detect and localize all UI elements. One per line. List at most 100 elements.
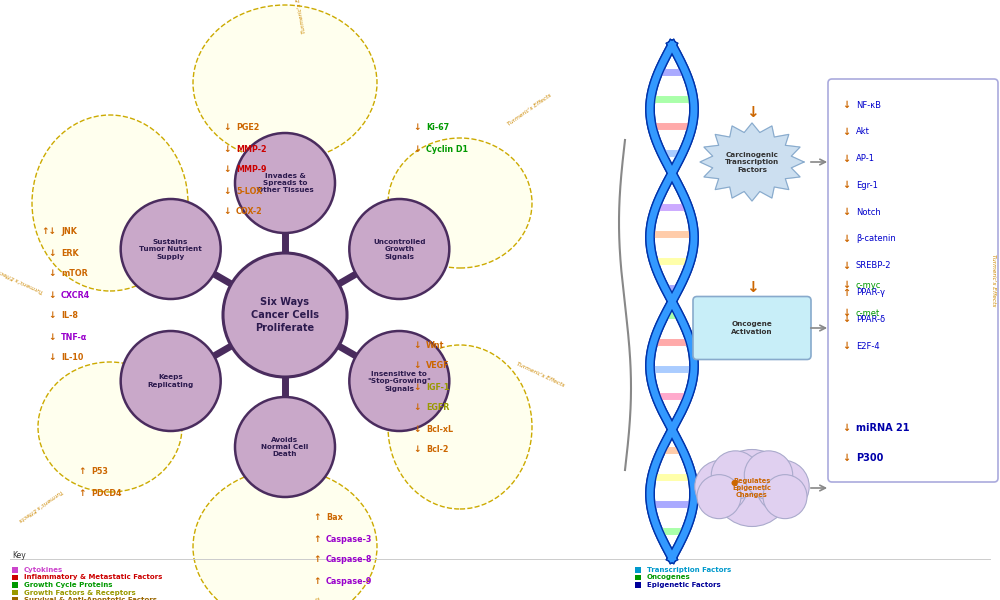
Text: ↓: ↓ — [842, 154, 850, 164]
Text: AP-1: AP-1 — [856, 154, 875, 163]
Text: Turmeric's Effects: Turmeric's Effects — [313, 597, 327, 600]
Text: ↓: ↓ — [414, 445, 421, 455]
Text: Six Ways
Cancer Cells
Proliferate: Six Ways Cancer Cells Proliferate — [251, 297, 319, 333]
Text: ↓: ↓ — [842, 181, 850, 190]
Text: MMP-2: MMP-2 — [236, 145, 267, 154]
Text: Notch: Notch — [856, 208, 881, 217]
Text: Invades &
Spreads to
Other Tissues: Invades & Spreads to Other Tissues — [257, 173, 313, 193]
Circle shape — [349, 199, 449, 299]
Text: EGFR: EGFR — [426, 403, 449, 413]
Text: Avoids
Normal Cell
Death: Avoids Normal Cell Death — [261, 437, 309, 457]
Text: Turmeric's Effects: Turmeric's Effects — [293, 0, 307, 33]
Text: Carcinogenic
Transcription
Factors: Carcinogenic Transcription Factors — [725, 151, 779, 173]
Circle shape — [121, 331, 221, 431]
Circle shape — [744, 451, 793, 499]
Text: c-met: c-met — [856, 308, 880, 317]
Text: TNF-α: TNF-α — [61, 332, 87, 341]
Text: Akt: Akt — [856, 127, 870, 136]
FancyBboxPatch shape — [12, 567, 18, 573]
Ellipse shape — [38, 362, 182, 492]
Text: ↓: ↓ — [48, 248, 56, 257]
Text: ↓: ↓ — [414, 124, 421, 133]
Polygon shape — [700, 123, 804, 201]
Text: Keeps
Replicating: Keeps Replicating — [148, 374, 194, 388]
Ellipse shape — [388, 138, 532, 268]
Text: Turmeric's Effects: Turmeric's Effects — [507, 93, 553, 127]
Text: Inflammatory & Metastatic Factors: Inflammatory & Metastatic Factors — [24, 575, 162, 581]
FancyBboxPatch shape — [12, 575, 18, 580]
Text: Key: Key — [12, 551, 26, 560]
Text: ↓: ↓ — [224, 124, 231, 133]
Text: ↓: ↓ — [224, 208, 231, 217]
Text: ↓: ↓ — [224, 145, 231, 154]
Text: Oncogenes: Oncogenes — [647, 575, 691, 581]
Circle shape — [235, 397, 335, 497]
Text: ↓: ↓ — [842, 308, 850, 318]
Text: Transcription Factors: Transcription Factors — [647, 567, 731, 573]
FancyBboxPatch shape — [635, 582, 641, 588]
Text: IGF-1: IGF-1 — [426, 383, 449, 391]
Text: ↑: ↑ — [78, 488, 86, 497]
Text: ↓: ↓ — [48, 353, 56, 362]
Text: ↓: ↓ — [414, 403, 421, 413]
Ellipse shape — [32, 115, 188, 291]
Text: Growth Factors & Receptors: Growth Factors & Receptors — [24, 589, 136, 595]
Text: ↓: ↓ — [414, 340, 421, 349]
Text: Wnt: Wnt — [426, 340, 444, 349]
Text: COX-2: COX-2 — [236, 208, 263, 217]
Text: ↓: ↓ — [414, 361, 421, 370]
Circle shape — [756, 460, 809, 513]
Text: Caspase-8: Caspase-8 — [326, 556, 372, 565]
Text: PDCD4: PDCD4 — [91, 488, 122, 497]
Text: ↑↓: ↑↓ — [41, 227, 56, 236]
Text: ↑: ↑ — [314, 514, 321, 523]
Text: ERK: ERK — [61, 248, 79, 257]
Text: ↓: ↓ — [48, 269, 56, 278]
Circle shape — [697, 475, 741, 518]
Text: ↓: ↓ — [842, 341, 850, 351]
Text: P300: P300 — [856, 453, 883, 463]
Circle shape — [349, 331, 449, 431]
FancyBboxPatch shape — [12, 597, 18, 600]
Text: MMP-9: MMP-9 — [236, 166, 266, 175]
Text: Cyclin D1: Cyclin D1 — [426, 145, 468, 154]
Text: ↓: ↓ — [48, 332, 56, 341]
Text: ↑: ↑ — [314, 577, 321, 586]
Text: Turmeric's Effects: Turmeric's Effects — [0, 266, 45, 293]
Text: ●: ● — [730, 479, 738, 487]
Text: P53: P53 — [91, 467, 108, 476]
FancyBboxPatch shape — [635, 575, 641, 580]
Text: SREBP-2: SREBP-2 — [856, 262, 892, 270]
Text: ↓: ↓ — [842, 261, 850, 271]
Text: Caspase-9: Caspase-9 — [326, 577, 372, 586]
Text: Insensitive to
"Stop-Growing"
Signals: Insensitive to "Stop-Growing" Signals — [367, 370, 431, 391]
Text: Regulates
Epigenetic
Changes: Regulates Epigenetic Changes — [733, 478, 771, 499]
Text: ↓: ↓ — [414, 383, 421, 391]
Text: ↓: ↓ — [48, 290, 56, 299]
Text: CXCR4: CXCR4 — [61, 290, 90, 299]
Text: ↓: ↓ — [414, 145, 421, 154]
Text: PPAR-γ: PPAR-γ — [856, 288, 885, 297]
Text: c-myc: c-myc — [856, 280, 881, 289]
Text: ↓: ↓ — [842, 280, 850, 290]
Text: JNK: JNK — [61, 227, 77, 236]
Text: VEGF: VEGF — [426, 361, 450, 370]
Text: Survival & Anti-Apoptotic Factors: Survival & Anti-Apoptotic Factors — [24, 597, 157, 600]
Circle shape — [711, 451, 760, 499]
Ellipse shape — [193, 469, 377, 600]
Text: ↓: ↓ — [746, 280, 758, 295]
Text: ↓: ↓ — [48, 311, 56, 320]
Text: IL-8: IL-8 — [61, 311, 78, 320]
FancyBboxPatch shape — [12, 590, 18, 595]
Text: Oncogene
Activation: Oncogene Activation — [731, 321, 773, 335]
Text: ↓: ↓ — [842, 234, 850, 244]
Text: Uncontrolled
Growth
Signals: Uncontrolled Growth Signals — [373, 238, 426, 259]
Circle shape — [763, 475, 807, 518]
Text: ↑: ↑ — [314, 556, 321, 565]
Text: mTOR: mTOR — [61, 269, 88, 278]
Text: PPAR-δ: PPAR-δ — [856, 315, 885, 324]
Text: 5-LOX: 5-LOX — [236, 187, 262, 196]
Text: ↓: ↓ — [414, 425, 421, 433]
Text: ↓: ↓ — [224, 187, 231, 196]
Text: ↓: ↓ — [842, 127, 850, 137]
